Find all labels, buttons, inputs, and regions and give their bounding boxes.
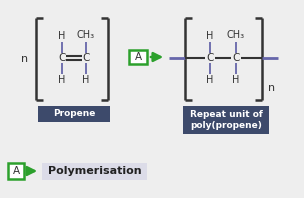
Text: CH₃: CH₃ bbox=[77, 30, 95, 40]
FancyBboxPatch shape bbox=[8, 163, 24, 179]
Text: C: C bbox=[206, 53, 214, 63]
Text: H: H bbox=[82, 75, 90, 85]
FancyBboxPatch shape bbox=[42, 163, 147, 180]
Text: A: A bbox=[134, 52, 142, 62]
Text: H: H bbox=[58, 75, 66, 85]
Text: H: H bbox=[206, 31, 214, 41]
Text: C: C bbox=[58, 53, 66, 63]
Text: C: C bbox=[82, 53, 90, 63]
Text: Propene: Propene bbox=[53, 109, 95, 118]
Text: C: C bbox=[232, 53, 240, 63]
Text: Repeat unit of
poly(propene): Repeat unit of poly(propene) bbox=[190, 110, 262, 130]
FancyBboxPatch shape bbox=[183, 106, 269, 134]
Text: n: n bbox=[22, 54, 29, 64]
Text: H: H bbox=[232, 75, 240, 85]
FancyBboxPatch shape bbox=[38, 106, 110, 122]
Text: H: H bbox=[58, 31, 66, 41]
FancyBboxPatch shape bbox=[129, 50, 147, 64]
Text: H: H bbox=[206, 75, 214, 85]
Text: A: A bbox=[12, 166, 19, 176]
Text: CH₃: CH₃ bbox=[227, 30, 245, 40]
Text: n: n bbox=[268, 83, 275, 93]
Text: Polymerisation: Polymerisation bbox=[48, 166, 141, 176]
